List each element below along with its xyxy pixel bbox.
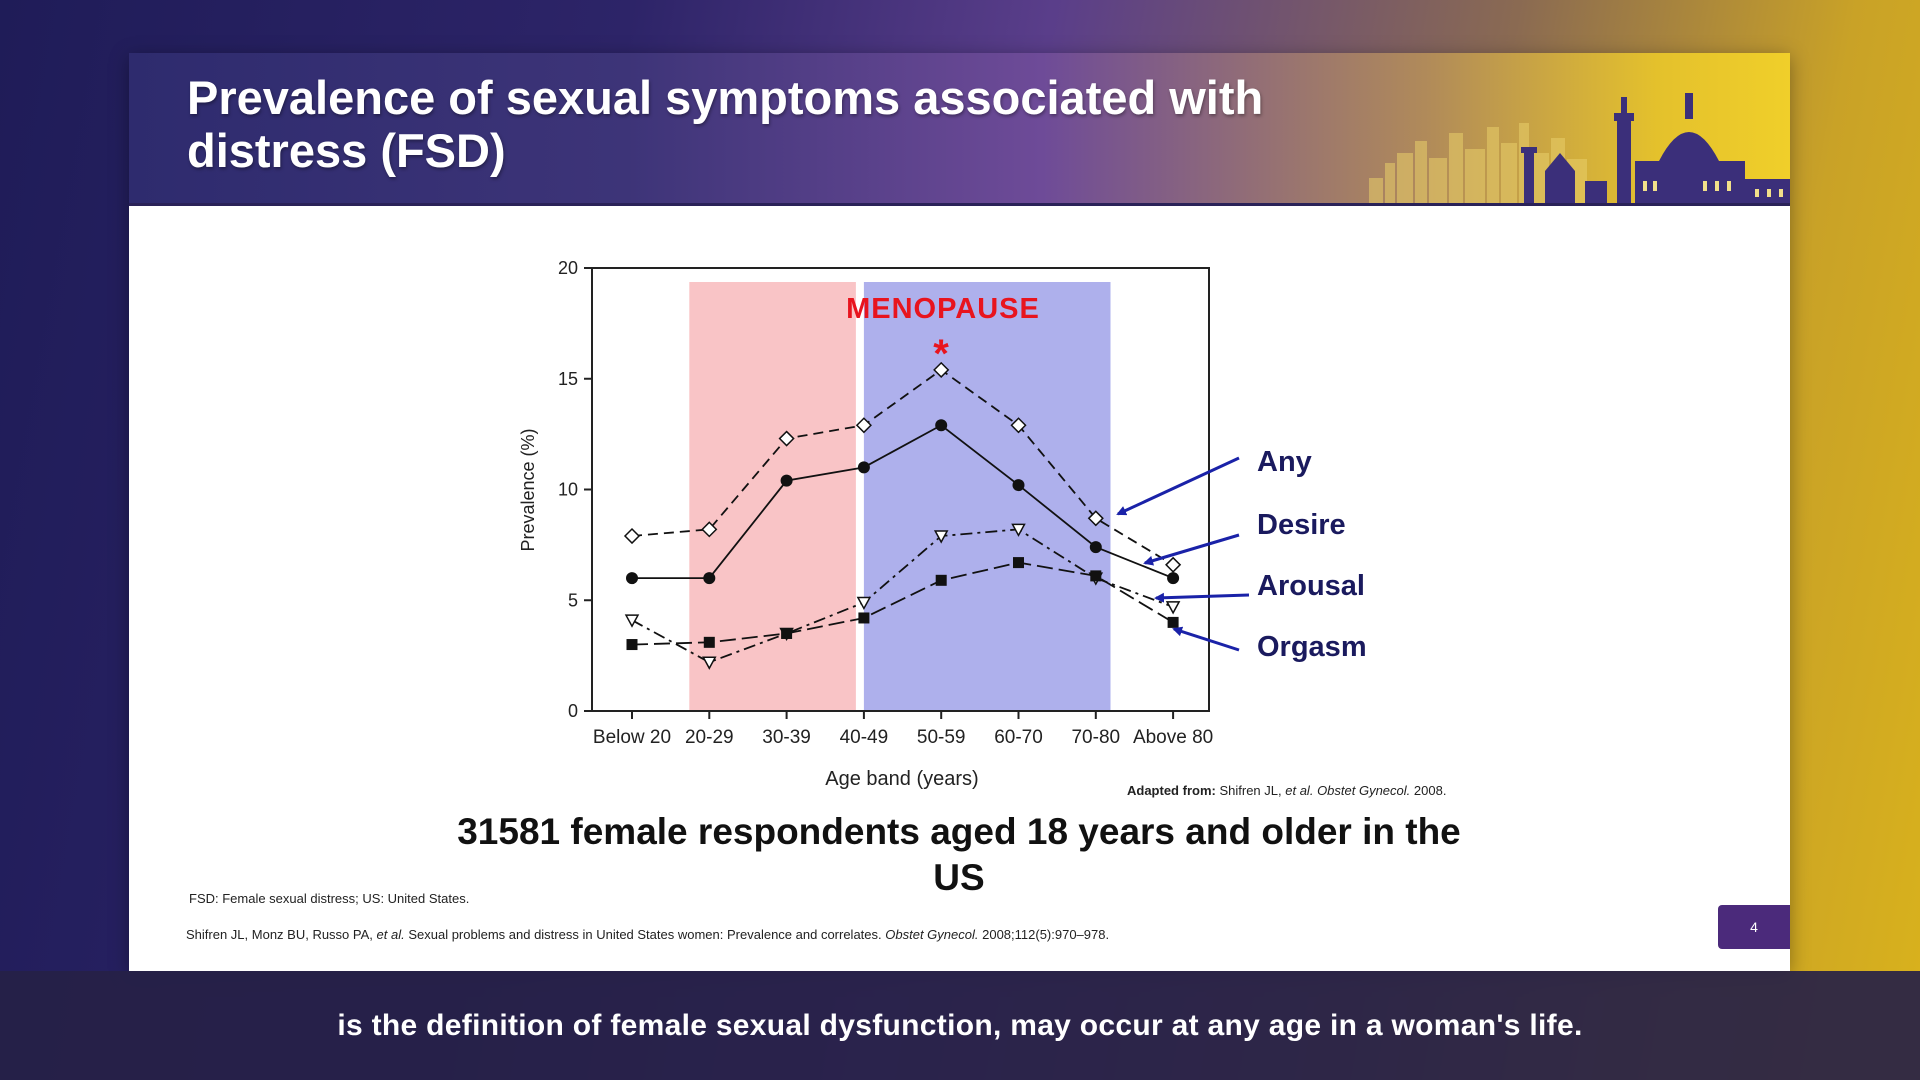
- source-etal: et al.: [1285, 783, 1314, 798]
- data-point: [703, 572, 716, 585]
- series-line: [631, 368, 1174, 566]
- series-line: [632, 424, 1174, 579]
- y-tick-label: 0: [568, 701, 578, 721]
- y-tick-label: 5: [568, 590, 578, 610]
- title-banner: Prevalence of sexual symptoms associated…: [129, 53, 1790, 206]
- source-authors: Shifren JL,: [1219, 783, 1282, 798]
- reference-etal: et al.: [376, 927, 405, 942]
- reference-authors: Shifren JL, Monz BU, Russo PA,: [186, 927, 373, 942]
- reference-journal: Obstet Gynecol.: [885, 927, 979, 942]
- series-line: [631, 528, 1174, 664]
- slide-title: Prevalence of sexual symptoms associated…: [187, 71, 1264, 177]
- source-year: 2008.: [1413, 783, 1447, 798]
- x-tick-label: 60-70: [994, 727, 1043, 748]
- reference-details: 2008;112(5):970–978.: [982, 927, 1110, 942]
- data-point: [935, 419, 948, 432]
- menopause-asterisk: *: [933, 332, 949, 376]
- data-point: [778, 430, 795, 447]
- legend-arrow: [1143, 533, 1240, 566]
- data-point: [626, 639, 638, 651]
- data-point: [781, 627, 793, 639]
- data-point: [624, 614, 640, 628]
- y-tick-label: 20: [558, 258, 578, 278]
- video-caption-bar: is the definition of female sexual dysfu…: [0, 971, 1920, 1080]
- data-point: [702, 656, 717, 670]
- legend-label-orgasm: Orgasm: [1257, 631, 1367, 663]
- data-point: [1011, 523, 1026, 537]
- data-point: [1167, 616, 1179, 628]
- legend-arrow: [1154, 592, 1250, 603]
- city-skyline-icon: [1369, 93, 1790, 203]
- source-journal: Obstet Gynecol.: [1317, 783, 1411, 798]
- video-caption-text: is the definition of female sexual dysfu…: [337, 1009, 1583, 1042]
- x-tick-label: 70-80: [1071, 727, 1120, 748]
- series-orgasm: [626, 557, 1179, 651]
- series-desire: [626, 419, 1180, 585]
- reference-note: Shifren JL, Monz BU, Russo PA, et al. Se…: [186, 927, 1109, 942]
- legend-arrow: [1116, 456, 1240, 516]
- data-point: [1165, 601, 1181, 615]
- x-tick-label: 30-39: [762, 727, 811, 748]
- data-point: [623, 527, 641, 545]
- x-tick-label: 50-59: [917, 727, 966, 748]
- abbreviations-note: FSD: Female sexual distress; US: United …: [189, 891, 470, 906]
- data-point: [626, 572, 638, 585]
- data-point: [703, 636, 715, 648]
- data-point: [1013, 557, 1024, 569]
- data-point: [780, 474, 793, 487]
- series-line: [631, 561, 1174, 646]
- legend-label-desire: Desire: [1257, 509, 1346, 541]
- data-point: [857, 461, 870, 474]
- data-point: [856, 596, 872, 611]
- menopause-label: MENOPAUSE: [846, 293, 1040, 325]
- slide: Prevalence of sexual symptoms associated…: [129, 53, 1790, 971]
- data-point: [1010, 417, 1027, 434]
- highlight-band-blue: [863, 282, 1111, 711]
- data-point: [933, 530, 949, 544]
- x-tick-label: 40-49: [840, 727, 889, 748]
- x-axis-label: Age band (years): [825, 768, 978, 790]
- legend-label-any: Any: [1257, 446, 1312, 478]
- data-point: [933, 361, 950, 378]
- page-number-badge: 4: [1718, 905, 1790, 949]
- prevalence-line-chart: 0 5 10 15 20 Below 20 20-29 30-39 40-49 50-59 60-…: [518, 258, 1367, 790]
- x-tick-label: 20-29: [685, 727, 734, 748]
- series-any: [623, 361, 1182, 573]
- x-tick-label: Above 80: [1133, 727, 1213, 748]
- y-tick-label: 10: [558, 480, 578, 500]
- data-point: [701, 521, 718, 538]
- x-tick-label: Below 20: [593, 727, 671, 748]
- respondents-headline: 31581 female respondents aged 18 years a…: [457, 811, 1461, 898]
- legend-arrow: [1172, 626, 1240, 652]
- reference-title: Sexual problems and distress in United S…: [408, 927, 882, 942]
- source-label: Adapted from:: [1127, 783, 1216, 798]
- data-point: [855, 417, 872, 434]
- y-axis-label: Prevalence (%): [518, 428, 538, 551]
- data-point: [858, 612, 870, 624]
- y-tick-label: 15: [558, 369, 578, 389]
- data-point: [1012, 479, 1025, 492]
- data-point: [1165, 556, 1182, 573]
- data-point: [935, 574, 947, 586]
- source-note: Adapted from: Shifren JL, et al. Obstet …: [1127, 783, 1446, 798]
- data-point: [1167, 572, 1180, 585]
- data-point: [1089, 541, 1102, 554]
- legend-label-arousal: Arousal: [1257, 570, 1365, 602]
- data-point: [1090, 570, 1102, 582]
- data-point: [1087, 510, 1104, 527]
